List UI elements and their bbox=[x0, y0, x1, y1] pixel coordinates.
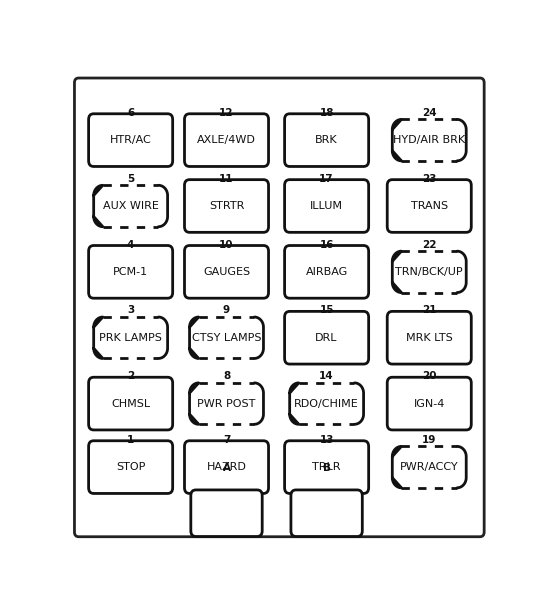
Text: 7: 7 bbox=[223, 435, 230, 445]
Text: A: A bbox=[222, 463, 231, 474]
Text: BRK: BRK bbox=[316, 135, 338, 145]
Text: 19: 19 bbox=[422, 435, 437, 445]
Text: DRL: DRL bbox=[316, 333, 338, 343]
Text: 12: 12 bbox=[219, 108, 234, 118]
FancyBboxPatch shape bbox=[284, 312, 368, 364]
FancyBboxPatch shape bbox=[291, 490, 362, 536]
Text: 9: 9 bbox=[223, 306, 230, 315]
FancyBboxPatch shape bbox=[185, 246, 269, 298]
Text: RDO/CHIME: RDO/CHIME bbox=[294, 398, 359, 409]
FancyBboxPatch shape bbox=[284, 441, 368, 494]
Text: 13: 13 bbox=[319, 435, 334, 445]
Text: 16: 16 bbox=[319, 240, 334, 249]
Text: PRK LAMPS: PRK LAMPS bbox=[99, 333, 162, 343]
Text: GAUGES: GAUGES bbox=[203, 267, 250, 277]
FancyBboxPatch shape bbox=[284, 246, 368, 298]
Text: AIRBAG: AIRBAG bbox=[306, 267, 348, 277]
FancyBboxPatch shape bbox=[89, 114, 173, 166]
Text: MRK LTS: MRK LTS bbox=[406, 333, 453, 343]
Text: TRANS: TRANS bbox=[411, 201, 448, 211]
Text: IGN-4: IGN-4 bbox=[414, 398, 445, 409]
Text: 21: 21 bbox=[422, 306, 437, 315]
FancyBboxPatch shape bbox=[185, 114, 269, 166]
Text: ILLUM: ILLUM bbox=[310, 201, 343, 211]
Text: 3: 3 bbox=[127, 306, 134, 315]
Text: 15: 15 bbox=[319, 306, 334, 315]
Text: B: B bbox=[323, 463, 331, 474]
Text: PWR POST: PWR POST bbox=[197, 398, 256, 409]
Text: HAZRD: HAZRD bbox=[207, 462, 246, 472]
Text: 17: 17 bbox=[319, 174, 334, 184]
Text: 18: 18 bbox=[319, 108, 334, 118]
Text: PCM-1: PCM-1 bbox=[113, 267, 148, 277]
Text: 2: 2 bbox=[127, 371, 134, 381]
Text: 10: 10 bbox=[219, 240, 234, 249]
FancyBboxPatch shape bbox=[89, 246, 173, 298]
Text: TRLR: TRLR bbox=[312, 462, 341, 472]
Text: HYD/AIR BRK: HYD/AIR BRK bbox=[393, 135, 465, 145]
Text: 1: 1 bbox=[127, 435, 134, 445]
Text: 23: 23 bbox=[422, 174, 437, 184]
Text: STRTR: STRTR bbox=[209, 201, 244, 211]
Text: TRN/BCK/UP: TRN/BCK/UP bbox=[396, 267, 463, 277]
FancyBboxPatch shape bbox=[75, 78, 484, 536]
FancyBboxPatch shape bbox=[89, 441, 173, 494]
Text: HTR/AC: HTR/AC bbox=[110, 135, 152, 145]
Text: 4: 4 bbox=[127, 240, 134, 249]
Text: CTSY LAMPS: CTSY LAMPS bbox=[192, 333, 261, 343]
Text: AUX WIRE: AUX WIRE bbox=[102, 201, 159, 211]
Text: 20: 20 bbox=[422, 371, 437, 381]
Text: 11: 11 bbox=[219, 174, 234, 184]
Text: 22: 22 bbox=[422, 240, 437, 249]
Text: 8: 8 bbox=[223, 371, 230, 381]
FancyBboxPatch shape bbox=[387, 377, 471, 430]
FancyBboxPatch shape bbox=[387, 180, 471, 232]
Text: 5: 5 bbox=[127, 174, 134, 184]
Text: 24: 24 bbox=[422, 108, 437, 118]
FancyBboxPatch shape bbox=[284, 180, 368, 232]
Text: PWR/ACCY: PWR/ACCY bbox=[400, 462, 458, 472]
FancyBboxPatch shape bbox=[387, 312, 471, 364]
FancyBboxPatch shape bbox=[191, 490, 262, 536]
FancyBboxPatch shape bbox=[284, 114, 368, 166]
Text: 6: 6 bbox=[127, 108, 134, 118]
Text: STOP: STOP bbox=[116, 462, 146, 472]
Text: 14: 14 bbox=[319, 371, 334, 381]
Text: CHMSL: CHMSL bbox=[111, 398, 150, 409]
FancyBboxPatch shape bbox=[185, 441, 269, 494]
FancyBboxPatch shape bbox=[89, 377, 173, 430]
FancyBboxPatch shape bbox=[185, 180, 269, 232]
Text: AXLE/4WD: AXLE/4WD bbox=[197, 135, 256, 145]
